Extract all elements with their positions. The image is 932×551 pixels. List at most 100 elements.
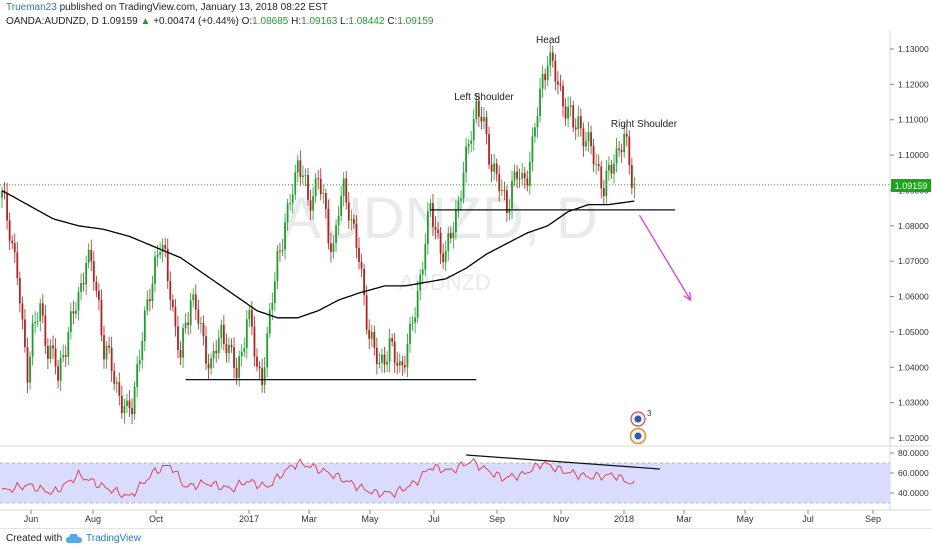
watermark-small: AUDNZD [399,270,491,295]
candle-body [44,315,47,346]
candle-body [69,311,72,332]
rsi-line [1,457,635,499]
candle-body [633,187,636,189]
candle-body [605,170,608,197]
rsi-tick-label: 40.0000 [898,488,929,498]
candle-body [16,252,19,279]
audnzd-chart[interactable]: AUDNZD, D AUDNZD 1.130001.120001.110001.… [0,0,932,528]
price-pane[interactable] [0,30,890,446]
dividend-event-icon[interactable] [629,427,647,445]
candle-body [551,52,554,61]
candle-body [452,232,455,239]
price-tick-label: 1.11000 [898,115,928,125]
candle-body [240,351,243,357]
publish-info: published on TradingView.com, January 13… [59,2,328,13]
candle-body [110,347,113,372]
candle-body [628,136,631,166]
candle-body [526,178,529,186]
candle-body [495,163,498,175]
candle-body [210,358,212,369]
candle-body [217,338,220,354]
candle-body [518,178,521,180]
author-link[interactable]: Trueman23 [6,2,57,13]
candle-body [549,52,552,66]
low-value: 1.08442 [348,16,385,27]
candle-body [271,302,274,310]
time-tick-label: 2018 [614,514,634,524]
time-tick-label: Sep [865,514,881,524]
candle-body [8,220,11,241]
candle-body [36,321,39,322]
candle-body [327,208,330,244]
candle-body [1,191,3,198]
candle-body [409,323,411,344]
candle-body [166,248,169,282]
candle-body [426,211,429,244]
time-tick-label: Mar [301,514,317,524]
candle-body [467,143,470,147]
candle-body [21,303,24,320]
candle-body [62,355,65,358]
candle-body [263,367,266,385]
candle-body [253,326,256,357]
candle-body [569,105,572,107]
candle-body [131,408,133,415]
candle-body [465,146,467,173]
rsi-divergence-line[interactable] [466,454,660,470]
candle-body [508,208,511,214]
open-label: O: [241,16,253,27]
moving-average-line [1,189,635,319]
projection-arrow[interactable] [638,214,692,301]
candle-body [284,222,286,250]
candle-body [500,189,503,192]
candle-body [228,344,230,354]
candle-body [582,128,585,147]
candle-body [600,166,603,189]
candle-body [235,367,238,378]
candle-body [179,349,182,358]
candle-body [353,219,355,224]
candle-body [57,366,59,381]
up-arrow-icon: ▲ [140,16,151,27]
candle-body [245,319,248,349]
candle-body [87,249,90,263]
high-value: 1.09163 [301,16,338,27]
price-tick-label: 1.10000 [898,150,929,160]
tradingview-brand[interactable]: TradingView [86,533,142,544]
candle-body [197,309,200,324]
candle-body [623,133,626,153]
candle-body [572,105,575,128]
price-tick-label: 1.04000 [898,362,929,372]
candle-body [207,363,210,369]
candle-body [105,345,108,360]
candle-body [416,290,419,318]
time-tick-label: May [361,514,379,524]
candle-body [363,268,365,296]
candle-body [388,338,391,362]
candle-body [6,193,8,221]
candle-body [592,146,595,165]
candle-body [302,175,304,178]
candle-body [602,188,605,197]
candle-body [194,294,197,310]
candle-body [442,253,445,263]
candle-body [386,361,388,365]
candle-body [136,364,139,387]
candle-body [488,134,490,165]
earnings-event-icon[interactable]: 3 [630,409,652,427]
candle-body [182,328,184,358]
candle-body [299,160,302,178]
candle-body [286,203,289,223]
ohlc-line: OANDA:AUDNZD, D 1.09159 ▲ +0.00474 (+0.4… [6,16,433,27]
candle-body [373,331,376,348]
candle-body [307,174,309,201]
candle-body [113,371,116,384]
candle-body [483,117,485,122]
candle-body [120,395,123,414]
candle-body [539,88,541,117]
candle-body [151,283,154,302]
candle-body [319,178,322,195]
candle-body [434,226,437,230]
candle-body [429,203,432,212]
time-tick-label: Jul [802,514,814,524]
